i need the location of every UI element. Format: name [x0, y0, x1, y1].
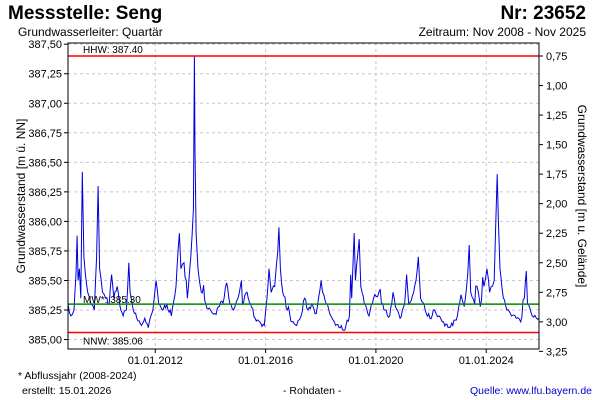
raw-data-label: - Rohdaten -: [283, 385, 342, 397]
y-tick-label: 387,25: [28, 69, 62, 81]
reference-line-label: HHW: 387.40: [83, 45, 143, 56]
y-tick-label: 385,00: [28, 335, 62, 347]
y-tick-label: 385,75: [28, 246, 62, 258]
y-tick-label: 385,25: [28, 305, 62, 317]
y2-tick-label: 3,25: [546, 346, 567, 358]
y-tick-label: 387,50: [28, 39, 62, 51]
y-tick-label: 386,75: [28, 128, 62, 140]
y2-tick-label: 1,75: [546, 169, 567, 181]
y-tick-label: 387,00: [28, 98, 62, 110]
groundwater-level-line: [67, 55, 540, 331]
aquifer-label: Grundwasserleiter: Quartär: [18, 25, 163, 39]
y2-tick-label: 0,75: [546, 51, 567, 63]
x-tick-label: 01.01.2016: [238, 355, 293, 367]
y-tick-label: 386,50: [28, 157, 62, 169]
y2-tick-label: 2,75: [546, 287, 567, 299]
station-title: Messstelle: Seng: [8, 3, 163, 24]
y-tick-label: 385,50: [28, 275, 62, 287]
y2-tick-label: 1,25: [546, 110, 567, 122]
y2-tick-label: 1,50: [546, 140, 567, 152]
y2-tick-label: 2,00: [546, 199, 567, 211]
reference-line-label: NNW: 385.06: [83, 336, 143, 347]
period-label: Zeitraum: Nov 2008 - Nov 2025: [418, 25, 586, 39]
x-tick-label: 01.01.2020: [348, 355, 403, 367]
y2-tick-label: 1,00: [546, 81, 567, 93]
y-axis-title: Grundwasserstand [m ü. NN]: [14, 119, 28, 274]
y2-axis-title: Grundwasserstand [m u. Gelände]: [575, 105, 589, 288]
y-tick-label: 386,00: [28, 216, 62, 228]
hydrological-year-note: * Abflussjahr (2008-2024): [18, 370, 137, 382]
x-tick-label: 01.01.2012: [128, 355, 183, 367]
y-tick-label: 386,25: [28, 187, 62, 199]
plot-frame: [67, 42, 540, 350]
source-link[interactable]: Quelle: www.lfu.bayern.de: [470, 385, 592, 397]
y2-tick-label: 2,50: [546, 258, 567, 270]
x-tick-label: 01.01.2024: [459, 355, 514, 367]
y2-tick-label: 3,00: [546, 317, 567, 329]
y2-tick-label: 2,25: [546, 228, 567, 240]
station-number: Nr: 23652: [500, 3, 586, 24]
reference-line-label: MW*: 385.30: [83, 295, 141, 306]
created-date: erstellt: 15.01.2026: [22, 385, 112, 397]
